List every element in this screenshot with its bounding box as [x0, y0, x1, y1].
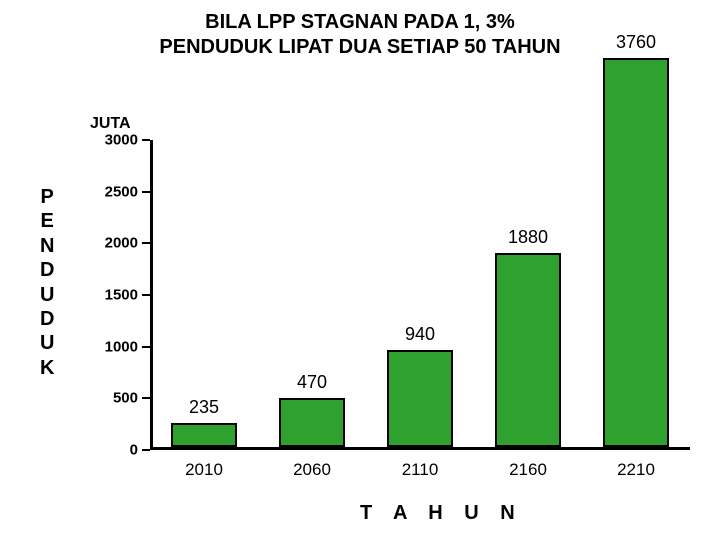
x-tick-label: 2060	[293, 450, 331, 480]
y-tick-label: 1000	[105, 338, 150, 355]
y-axis-label-letter: D	[40, 258, 54, 282]
y-tick-label: 3000	[105, 132, 150, 149]
bar	[495, 253, 562, 447]
x-tick-label: 2110	[402, 450, 439, 480]
y-axis-label-letter: K	[40, 356, 54, 380]
y-tick-label: 0	[130, 442, 150, 459]
bar	[603, 58, 670, 447]
bar-chart: 0500100015002000250030002352010470206094…	[150, 140, 690, 450]
y-axis-label-letter: N	[40, 234, 54, 258]
y-unit-label: JUTA	[90, 115, 131, 133]
y-axis-label: PENDUDUK	[40, 185, 54, 380]
y-tick-label: 2500	[105, 183, 150, 200]
bar	[279, 398, 346, 447]
y-axis-label-letter: D	[40, 307, 54, 331]
x-tick-label: 2160	[509, 450, 547, 480]
chart-title-line1: BILA LPP STAGNAN PADA 1, 3%	[0, 10, 720, 35]
y-axis-label-letter: E	[40, 209, 54, 233]
chart-title: BILA LPP STAGNAN PADA 1, 3% PENDUDUK LIP…	[0, 0, 720, 60]
bar	[171, 423, 238, 447]
bar-value-label: 940	[405, 324, 435, 345]
chart-title-line2: PENDUDUK LIPAT DUA SETIAP 50 TAHUN	[0, 35, 720, 60]
y-tick-label: 2000	[105, 235, 150, 252]
x-tick-label: 2010	[185, 450, 223, 480]
x-axis-label: T A H U N	[360, 502, 523, 525]
y-axis	[150, 140, 153, 450]
x-tick-label: 2210	[617, 450, 655, 480]
y-tick-label: 500	[113, 390, 150, 407]
y-axis-label-letter: U	[40, 331, 54, 355]
bar	[387, 350, 454, 447]
y-axis-label-letter: P	[40, 185, 54, 209]
y-axis-label-letter: U	[40, 283, 54, 307]
bar-value-label: 3760	[616, 32, 656, 53]
bar-value-label: 470	[297, 372, 327, 393]
bar-value-label: 235	[189, 397, 219, 418]
y-tick-label: 1500	[105, 287, 150, 304]
bar-value-label: 1880	[508, 227, 548, 248]
